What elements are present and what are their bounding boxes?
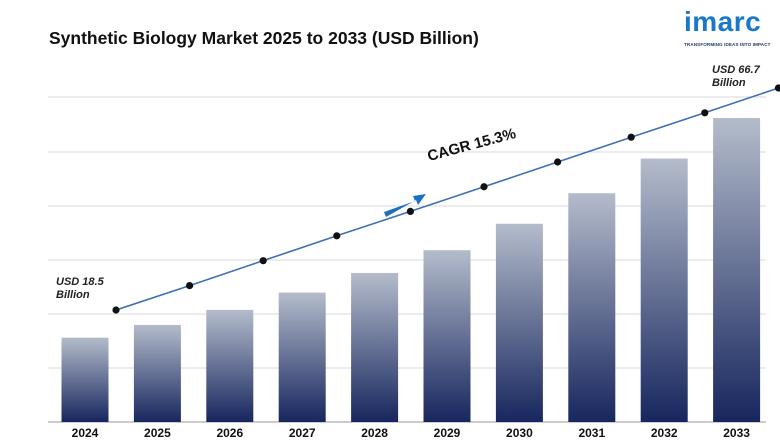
trend-point-2032 [701, 109, 709, 117]
x-tick-label: 2029 [434, 426, 461, 440]
x-tick-label: 2027 [289, 426, 316, 440]
bar-2025 [133, 324, 181, 422]
bar-2026 [206, 309, 254, 422]
bar-2029 [423, 250, 471, 422]
bar-2033 [713, 118, 761, 422]
trend-point-2025 [186, 282, 194, 290]
bar-2030 [495, 223, 543, 422]
x-tick-label: 2028 [361, 426, 388, 440]
end-unit-text: Billion [712, 77, 746, 89]
x-tick-label: 2025 [144, 426, 171, 440]
trend-point-2026 [259, 257, 267, 265]
x-tick-label: 2031 [578, 426, 605, 440]
logo-tagline: TRANSFORMING IDEAS INTO IMPACT [684, 42, 771, 47]
trend-point-2029 [480, 183, 488, 191]
x-tick-label: 2033 [723, 426, 750, 440]
trend-point-2031 [627, 133, 635, 141]
bar-2024 [61, 337, 109, 422]
x-axis-ticks: 2024 2025 2026 2027 2028 2029 2030 2031 2032 2033 [72, 426, 751, 440]
trend-line [115, 87, 779, 311]
start-unit-text: Billion [56, 289, 90, 301]
end-value-text: USD 66.7 [712, 64, 760, 76]
trend-point-2028 [406, 207, 414, 215]
x-tick-label: 2030 [506, 426, 533, 440]
trend-points [112, 84, 780, 314]
imarc-logo: imarc TRANSFORMING IDEAS INTO IMPACT [672, 6, 776, 52]
start-value-text: USD 18.5 [56, 276, 104, 288]
trend-polyline [115, 87, 779, 311]
logo-wordmark: imarc [684, 6, 762, 37]
bar-2028 [351, 272, 399, 422]
trend-point-2033 [774, 84, 780, 92]
chart-title: Synthetic Biology Market 2025 to 2033 (U… [49, 28, 479, 48]
cagr-arrow-group [384, 194, 426, 217]
start-value-annotation: USD 18.5 Billion [56, 276, 104, 302]
bars [61, 118, 761, 422]
bar-2032 [640, 158, 688, 422]
end-value-annotation: USD 66.7 Billion [712, 64, 760, 90]
trend-point-2024 [112, 306, 120, 314]
trend-point-2030 [554, 158, 562, 166]
cagr-arrow-icon [384, 194, 426, 217]
bar-2031 [568, 193, 616, 422]
trend-point-2027 [333, 232, 341, 240]
x-tick-label: 2024 [72, 426, 99, 440]
bar-2027 [278, 292, 326, 422]
x-tick-label: 2026 [216, 426, 243, 440]
x-tick-label: 2032 [651, 426, 678, 440]
